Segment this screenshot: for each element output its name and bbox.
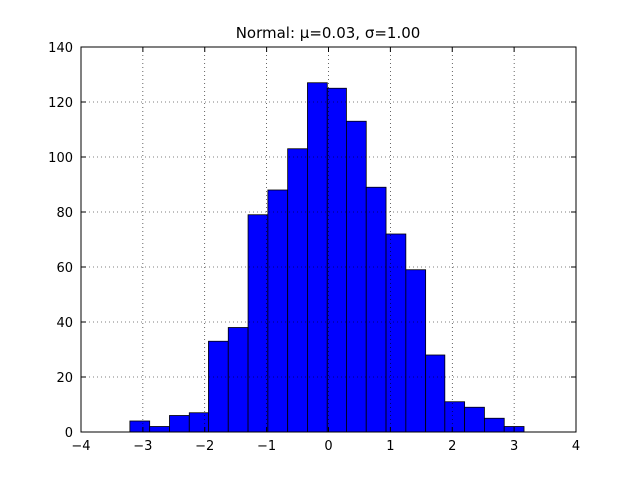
- x-tick-label: −1: [257, 439, 276, 454]
- x-tick-label: −3: [133, 439, 152, 454]
- bar: [444, 401, 466, 433]
- x-tick-label: 2: [448, 439, 456, 454]
- y-tick-label: 100: [48, 151, 73, 166]
- bar: [405, 269, 427, 433]
- x-tick-label: −2: [195, 439, 214, 454]
- y-tick-label: 120: [48, 96, 73, 111]
- y-tick-label: 80: [56, 206, 73, 221]
- bar: [365, 186, 387, 433]
- bar: [169, 415, 190, 433]
- x-tick-label: −4: [71, 439, 90, 454]
- bar: [267, 189, 289, 433]
- y-tick-label: 140: [48, 41, 73, 56]
- bar: [425, 354, 446, 433]
- bar: [227, 327, 249, 433]
- bar: [307, 82, 328, 433]
- bar: [346, 120, 367, 433]
- y-tick-label: 20: [56, 371, 73, 386]
- x-tick-label: 4: [572, 439, 580, 454]
- bar: [484, 417, 505, 433]
- x-tick-label: 3: [510, 439, 518, 454]
- bar: [287, 148, 308, 433]
- y-tick-label: 60: [56, 261, 73, 276]
- y-tick-label: 40: [56, 316, 73, 331]
- bar: [326, 87, 347, 433]
- y-tick-label: 0: [65, 426, 73, 441]
- x-tick-label: 0: [324, 439, 332, 454]
- bar: [129, 420, 151, 433]
- chart-title: Normal: μ=0.03, σ=1.00: [236, 24, 421, 42]
- bar: [149, 426, 170, 433]
- bar: [188, 412, 209, 433]
- bar: [208, 340, 229, 433]
- bar: [385, 233, 407, 433]
- bar: [247, 214, 269, 433]
- bar: [464, 406, 485, 433]
- x-tick-label: 1: [386, 439, 394, 454]
- plot-frame: [80, 46, 577, 433]
